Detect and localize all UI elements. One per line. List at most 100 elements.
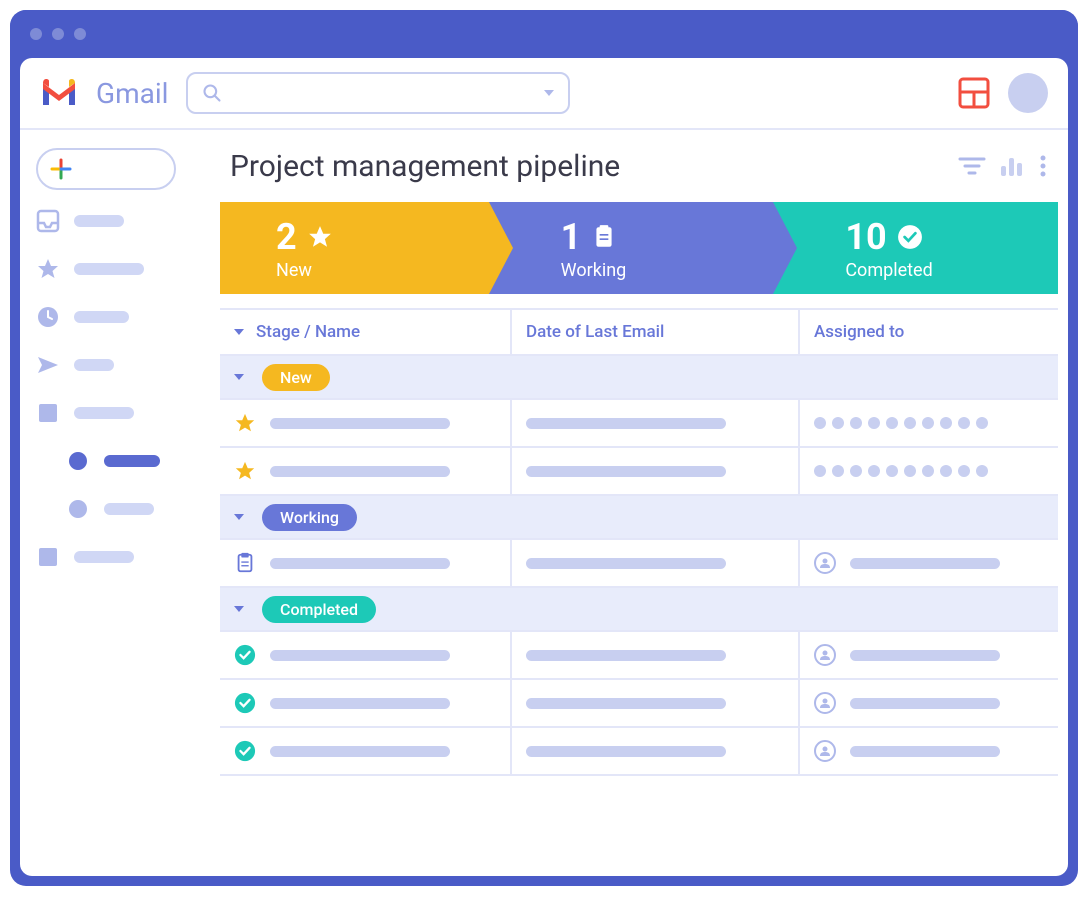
sidebar-item-label bbox=[74, 311, 129, 323]
sidebar-item-label bbox=[104, 503, 154, 515]
group-header-working[interactable]: Working bbox=[220, 496, 1058, 540]
window-control-dot[interactable] bbox=[30, 28, 42, 40]
square-icon bbox=[36, 545, 60, 569]
table-row[interactable] bbox=[220, 400, 1058, 448]
group-caret-icon bbox=[234, 514, 244, 520]
filter-icon[interactable] bbox=[958, 154, 986, 178]
sidebar-item-sent[interactable] bbox=[36, 348, 204, 382]
table-row[interactable] bbox=[220, 632, 1058, 680]
row-assigned-placeholder bbox=[850, 698, 1000, 709]
compose-button[interactable] bbox=[36, 148, 176, 190]
app-content: Gmail bbox=[20, 58, 1068, 876]
row-date-placeholder bbox=[526, 650, 726, 661]
send-icon bbox=[36, 353, 60, 377]
sidebar-item-starred[interactable] bbox=[36, 252, 204, 286]
star-icon bbox=[307, 224, 333, 250]
person-icon bbox=[814, 644, 836, 666]
group-caret-icon bbox=[234, 606, 244, 612]
layout-grid-icon[interactable] bbox=[958, 77, 990, 109]
group-caret-icon bbox=[234, 374, 244, 380]
row-date-placeholder bbox=[526, 698, 726, 709]
group-header-new[interactable]: New bbox=[220, 356, 1058, 400]
sidebar-item-label bbox=[104, 455, 160, 467]
avatar[interactable] bbox=[1008, 73, 1048, 113]
plus-icon bbox=[50, 158, 72, 180]
row-name-placeholder bbox=[270, 558, 450, 569]
clipboard-icon bbox=[591, 224, 617, 250]
main-header: Project management pipeline bbox=[220, 130, 1058, 202]
table-row[interactable] bbox=[220, 540, 1058, 588]
sidebar-item-label bbox=[74, 407, 134, 419]
sidebar-item-folder[interactable] bbox=[36, 396, 204, 430]
row-assigned-placeholder bbox=[850, 558, 1000, 569]
gmail-logo-icon bbox=[40, 79, 78, 107]
more-icon[interactable] bbox=[1038, 154, 1048, 178]
sidebar-item-label bbox=[74, 359, 114, 371]
clipboard-icon bbox=[234, 552, 256, 574]
column-header-stage[interactable]: Stage / Name bbox=[256, 322, 360, 342]
pipeline-stage-completed[interactable]: 10 Completed bbox=[773, 202, 1058, 294]
dot-icon bbox=[66, 497, 90, 521]
stage-label: Working bbox=[561, 260, 774, 281]
topbar: Gmail bbox=[20, 58, 1068, 130]
column-header-assigned[interactable]: Assigned to bbox=[814, 322, 904, 342]
sidebar-item-label bbox=[74, 263, 144, 275]
sort-caret-icon[interactable] bbox=[234, 329, 244, 335]
sidebar-item-snoozed[interactable] bbox=[36, 300, 204, 334]
page-title: Project management pipeline bbox=[230, 149, 946, 184]
clock-icon bbox=[36, 305, 60, 329]
search-dropdown-chevron-icon[interactable] bbox=[544, 90, 554, 96]
pipeline-stage-working[interactable]: 1 Working bbox=[489, 202, 774, 294]
titlebar bbox=[10, 10, 1078, 58]
stage-count: 2 bbox=[276, 216, 297, 258]
group-pill: New bbox=[262, 364, 330, 391]
row-date-placeholder bbox=[526, 558, 726, 569]
dot-icon bbox=[66, 449, 90, 473]
person-icon bbox=[814, 552, 836, 574]
sidebar bbox=[20, 130, 220, 876]
inbox-icon bbox=[36, 209, 60, 233]
stage-label: New bbox=[276, 260, 489, 281]
row-assigned-placeholder bbox=[814, 417, 988, 429]
sidebar-item-label bbox=[74, 215, 124, 227]
star-icon bbox=[234, 460, 256, 482]
main-content: Project management pipeline bbox=[220, 130, 1068, 876]
table-row[interactable] bbox=[220, 728, 1058, 776]
pipeline-stage-new[interactable]: 2 New bbox=[220, 202, 489, 294]
search-input[interactable] bbox=[222, 84, 544, 102]
stage-label: Completed bbox=[845, 260, 1058, 281]
group-pill: Working bbox=[262, 504, 357, 531]
column-header-date[interactable]: Date of Last Email bbox=[526, 322, 664, 342]
sidebar-item-folder[interactable] bbox=[36, 540, 204, 574]
sidebar-item-inbox[interactable] bbox=[36, 204, 204, 238]
check-circle-icon bbox=[897, 224, 923, 250]
person-icon bbox=[814, 740, 836, 762]
check-circle-icon bbox=[234, 692, 256, 714]
check-circle-icon bbox=[234, 740, 256, 762]
sidebar-item-label[interactable] bbox=[36, 492, 204, 526]
table-row[interactable] bbox=[220, 680, 1058, 728]
row-name-placeholder bbox=[270, 466, 450, 477]
row-name-placeholder bbox=[270, 418, 450, 429]
square-icon bbox=[36, 401, 60, 425]
stage-count: 10 bbox=[845, 216, 886, 258]
check-circle-icon bbox=[234, 644, 256, 666]
row-date-placeholder bbox=[526, 418, 726, 429]
group-header-completed[interactable]: Completed bbox=[220, 588, 1058, 632]
table-header: Stage / Name Date of Last Email Assigned… bbox=[220, 308, 1058, 356]
window-control-dot[interactable] bbox=[52, 28, 64, 40]
search-icon bbox=[202, 83, 222, 103]
sidebar-item-label-active[interactable] bbox=[36, 444, 204, 478]
row-date-placeholder bbox=[526, 466, 726, 477]
table-row[interactable] bbox=[220, 448, 1058, 496]
row-assigned-placeholder bbox=[850, 650, 1000, 661]
window-control-dot[interactable] bbox=[74, 28, 86, 40]
group-pill: Completed bbox=[262, 596, 376, 623]
row-name-placeholder bbox=[270, 650, 450, 661]
stage-count: 1 bbox=[561, 216, 582, 258]
star-icon bbox=[36, 257, 60, 281]
search-box[interactable] bbox=[186, 72, 570, 114]
person-icon bbox=[814, 692, 836, 714]
chart-icon[interactable] bbox=[998, 154, 1026, 178]
row-date-placeholder bbox=[526, 746, 726, 757]
